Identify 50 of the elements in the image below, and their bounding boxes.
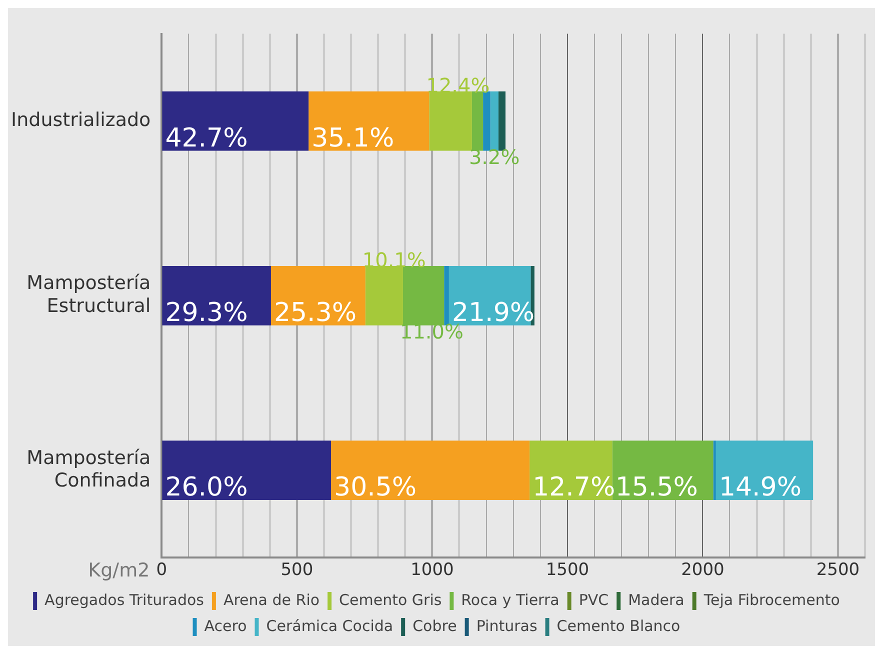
legend-label: Roca y Tierra [461,590,560,609]
bar [483,91,490,151]
bar [716,440,814,500]
x-tick-label: 2000 [681,560,724,580]
legend-label: Madera [628,590,684,609]
annotation: 29.3% [165,298,248,328]
bar [498,91,506,151]
bar [612,440,714,500]
bar [530,440,612,500]
bar [162,266,271,326]
annotation: 42.7% [165,124,248,154]
x-tick-label: 500 [280,560,314,580]
x-tick-label: 0 [156,560,168,580]
annotation: 26.0% [165,472,248,503]
y-tick-label: Mampostería Confinada [26,446,151,492]
bar [713,440,716,500]
legend-label: Cerámica Cocida [266,616,394,635]
bar [270,266,366,326]
legend-label: Teja Fibrocemento [702,590,840,609]
legend-label: Arena de Rio [223,590,320,609]
bar [490,91,498,151]
annotation: 15.5% [615,472,698,503]
annotation: 12.7% [532,472,616,503]
legend-label: Agregados Triturados [44,590,204,609]
x-tick-label: 2500 [816,560,860,580]
x-tick-label: 1500 [546,560,590,580]
bar [472,91,484,151]
bar [444,266,449,326]
bar [429,91,472,151]
bar [162,440,332,500]
legend-label: Cemento Gris [339,590,442,609]
x-tick-label: 1000 [410,560,454,580]
annotation: 35.1% [312,124,394,154]
legend-label: PVC [578,590,609,609]
bar [308,91,430,151]
legend-label: Pinturas [476,616,538,635]
bar [331,440,530,500]
y-tick-label: Mampostería Estructural [26,272,151,318]
annotation: 14.9% [718,472,802,503]
annotation: 25.3% [274,298,357,328]
bar [162,91,309,151]
x-axis-title: Kg/m2 [88,560,150,582]
legend-label: Cobre [412,616,457,635]
bar [402,266,444,326]
y-tick-label: Industrializado [10,109,151,132]
annotation: 3.2% [468,144,520,169]
annotation: 30.5% [334,472,417,503]
legend-label: Cemento Blanco [556,616,680,635]
bar [365,266,403,326]
legend-label: Acero [204,616,247,635]
